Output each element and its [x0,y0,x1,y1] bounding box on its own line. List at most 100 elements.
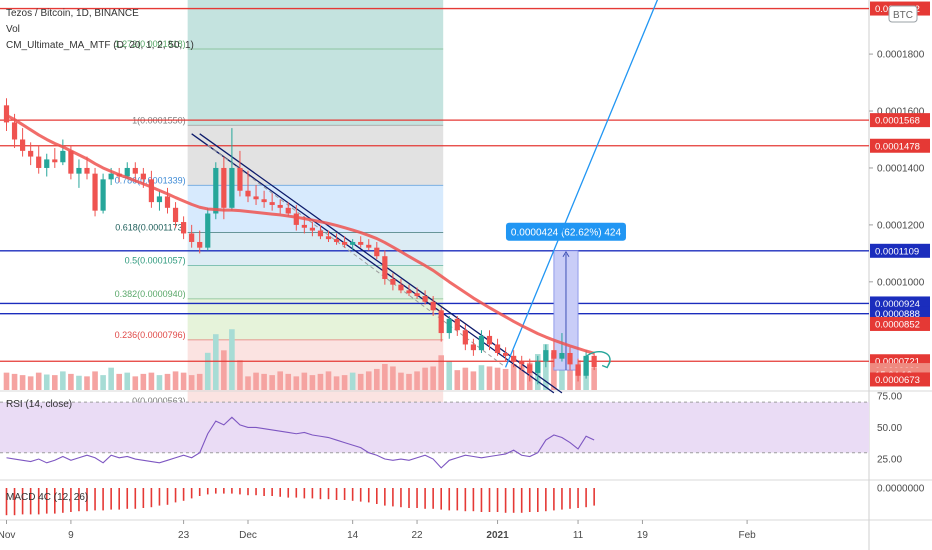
fib-zone [187,265,444,299]
macd-bar [134,488,137,509]
candle-body [374,247,380,257]
candle-body [494,344,501,353]
macd-bar [456,488,459,511]
price-tick-label: 0.0001400 [877,163,925,174]
price-tag [870,372,930,387]
time-tick-label: 22 [411,530,423,541]
legend: Tezos / Bitcoin, 1D, BINANCE Vol CM_Ulti… [6,8,194,503]
macd-bar [553,488,555,511]
candle-body [422,296,428,302]
candle-body [358,241,364,245]
macd-bar [70,488,72,512]
candle-body [52,159,58,163]
macd-bar [247,488,249,496]
volume-bar [213,334,219,390]
fib-zone [187,232,444,266]
price-axis[interactable]: 0.0001800 0.0001600 0.0001400 0.0001200 0.00… [869,1,930,495]
volume-bar [76,375,82,390]
macd-bar [13,488,16,516]
legend-rsi: RSI (14, close) [6,399,72,410]
candle-body [486,335,493,345]
candle-body [140,173,146,180]
fib-zone [187,298,444,340]
candle-body [277,204,283,208]
volume-bar [349,372,356,390]
macd-bar [359,488,362,502]
macd-bar [78,488,80,512]
macd-bar [351,488,354,501]
price-tag-label: 0.0001568 [875,116,920,127]
macd-bar [231,488,233,494]
volume-bar [132,376,139,390]
price-tag-label: 0.0000888 [875,309,920,320]
candle-body [567,352,573,365]
candle-body [100,179,106,211]
time-tick-label: Nov [0,530,15,541]
candle-body [164,196,171,208]
candle-body [575,364,581,376]
price-tick-label: 0.0001200 [877,220,925,231]
currency-badge-label: BTC [893,10,913,21]
candle-body [350,241,356,245]
macd-bar [102,488,104,511]
price-tag-label: 0.0001109 [875,246,919,257]
macd-bar [303,488,306,499]
time-tick-label: 14 [347,530,359,541]
trend-channel-line [199,133,563,394]
macd-bar [472,488,475,512]
volume-bar [365,371,372,390]
volume-bar [478,365,485,390]
candle-body [28,150,34,157]
candle-body [559,352,565,359]
rsi-panel [0,401,869,469]
fib-level-label: 0.236(0.0000796) [115,330,186,340]
drawings[interactable]: 0.0000424 (62.62%) 424 [191,0,659,394]
volume-bar [100,375,106,390]
macd-bar [504,488,507,513]
macd-bar [263,488,265,496]
candle-body [285,207,291,214]
macd-bar [271,488,273,496]
measure-label-box [505,222,626,241]
macd-bar [174,488,177,503]
volume-bar [406,373,412,390]
candle-body [333,239,340,242]
candle-body [519,361,525,365]
trend-channel-line [191,133,555,394]
candle-body [76,167,82,174]
price-tag [870,243,930,258]
macd-panel [5,488,595,516]
candle-body [342,241,348,245]
currency-badge[interactable]: BTC [888,5,918,23]
volume-bar [52,375,58,390]
macd-bar [255,488,257,496]
projection-line [504,0,659,368]
price-tag-label: 0.0000721 [875,357,920,368]
price-tag [870,138,930,153]
macd-bar [118,488,120,510]
candle-body [398,284,404,291]
volume-bar [245,376,251,390]
measure-arrow-head [562,250,570,258]
volume-bar [357,373,364,390]
volume-bar [3,372,10,390]
candle-body [478,335,485,351]
macd-bar [496,488,499,512]
rsi-tick-label: 75.00 [877,391,902,402]
macd-bar [488,488,491,512]
volume-bar [68,373,74,390]
volume-bar [446,361,453,390]
volume-bar [124,372,131,390]
candle-body [261,199,267,203]
volume-bar [494,367,501,390]
volume-bar [309,375,316,390]
candle-body [181,222,187,234]
macd-bar [528,488,531,512]
price-tick-label: 0.0001800 [877,50,925,61]
time-axis[interactable]: Nov 9 23 Dec 14 22 2021 11 19 Feb [0,520,756,541]
price-tag-label: 0.0000924 [875,299,920,310]
candle-body [446,318,452,334]
volume-bar [333,376,340,390]
